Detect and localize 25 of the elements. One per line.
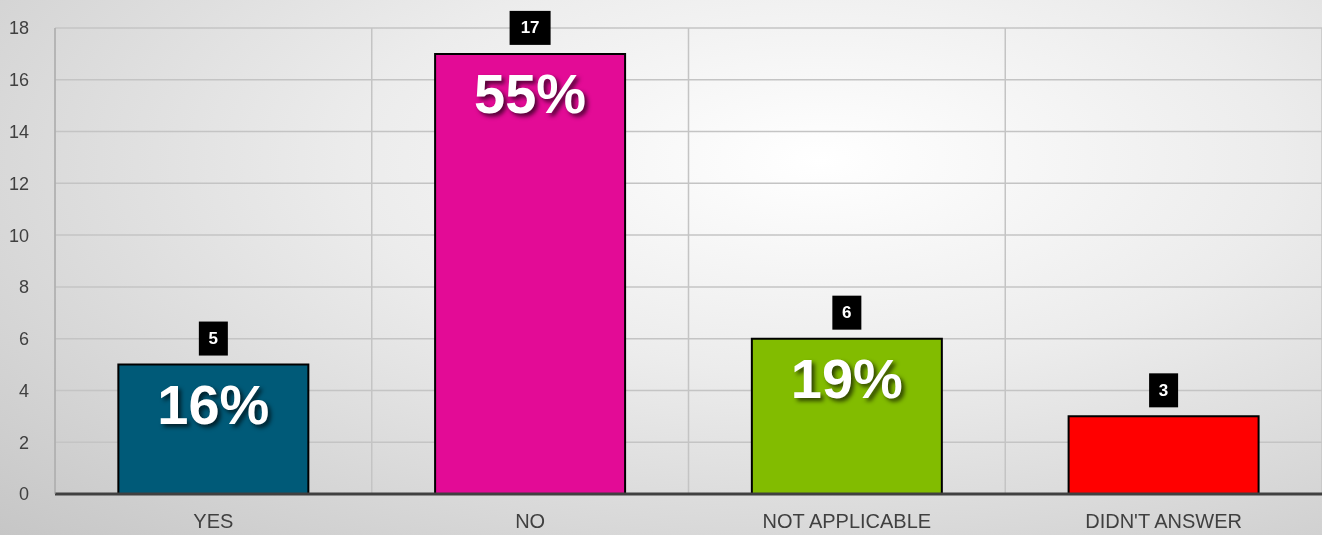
data-label: 5 <box>208 329 219 349</box>
data-label: 3 <box>1158 380 1169 400</box>
bar <box>1067 415 1260 494</box>
y-tick-label: 18 <box>8 18 29 39</box>
y-tick-label: 4 <box>18 380 29 401</box>
y-tick-label: 2 <box>18 432 29 453</box>
x-tick-label: DIDN'T ANSWER <box>1085 510 1243 533</box>
x-tick-label: NOT APPLICABLE <box>762 510 932 533</box>
bar <box>750 337 943 494</box>
x-tick-label: NO <box>515 510 546 533</box>
y-tick-label: 6 <box>18 329 29 350</box>
y-tick-label: 14 <box>8 121 29 142</box>
annotation: 55% <box>474 62 587 126</box>
annotation: 19% <box>790 347 903 411</box>
annotation: 16% <box>157 373 270 437</box>
bar <box>434 52 627 494</box>
y-tick-label: 0 <box>18 484 29 505</box>
y-tick-label: 10 <box>8 225 29 246</box>
y-tick-label: 16 <box>8 70 29 91</box>
y-tick-label: 8 <box>18 277 29 298</box>
data-label: 6 <box>842 303 852 323</box>
y-tick-label: 12 <box>8 173 29 194</box>
bar <box>117 363 310 494</box>
x-tick-label: YES <box>193 510 234 533</box>
data-label: 17 <box>520 18 540 38</box>
